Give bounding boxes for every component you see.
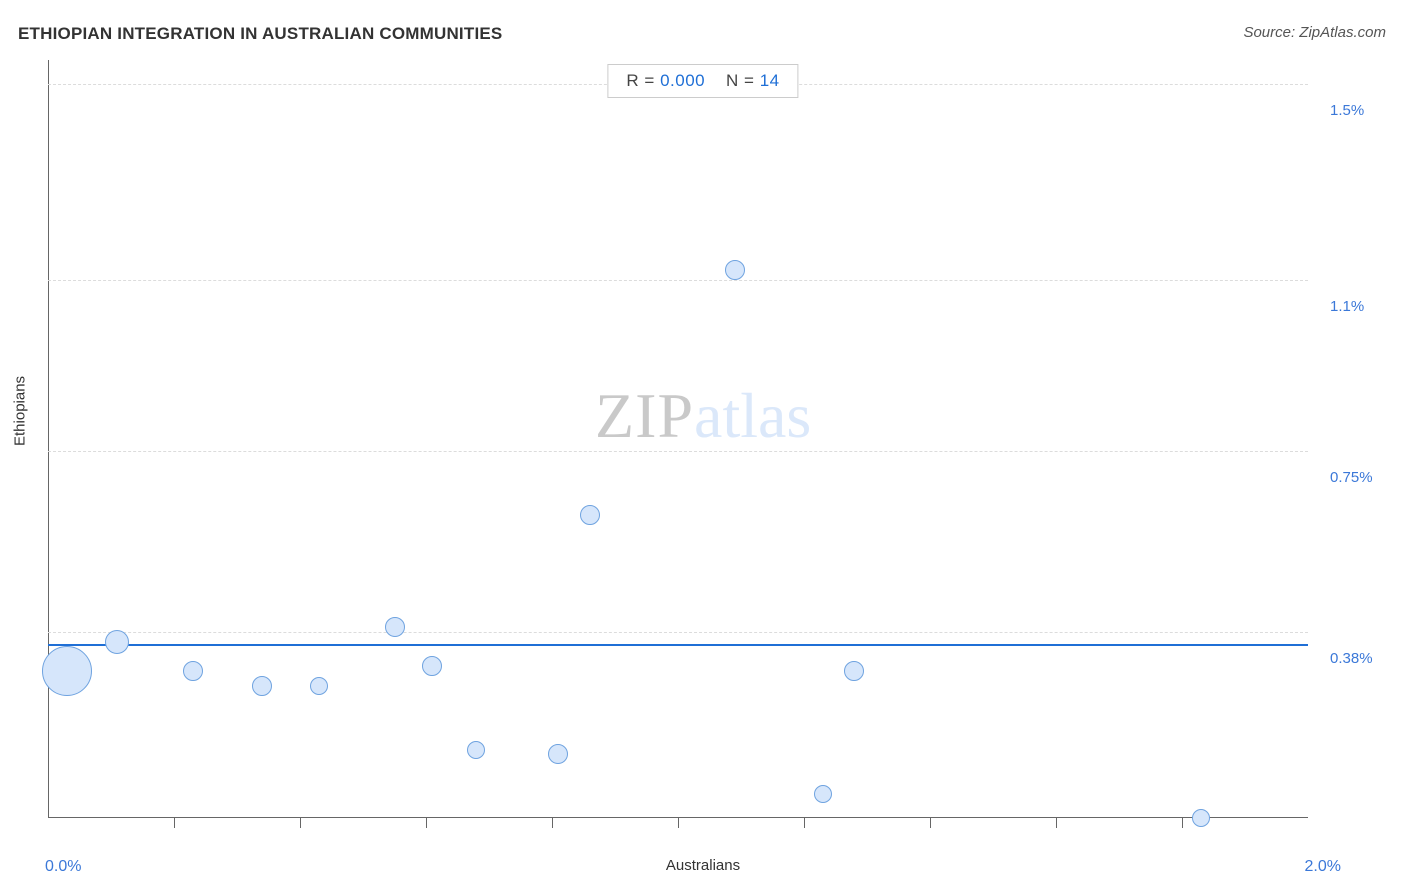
x-tick: [1182, 818, 1183, 828]
x-tick: [552, 818, 553, 828]
x-axis-max-label: 2.0%: [1305, 858, 1341, 876]
watermark-atlas: atlas: [694, 380, 811, 451]
y-gridline: [48, 280, 1308, 281]
x-tick: [300, 818, 301, 828]
data-point: [310, 677, 328, 695]
data-point: [467, 741, 485, 759]
y-axis-title: Ethiopians: [12, 376, 29, 446]
y-tick-label: 1.1%: [1330, 298, 1364, 315]
data-point: [844, 661, 864, 681]
x-tick: [1056, 818, 1057, 828]
data-point: [385, 617, 405, 637]
source-attribution: Source: ZipAtlas.com: [1243, 24, 1386, 41]
stats-box: R = 0.000 N = 14: [607, 64, 798, 98]
x-tick: [678, 818, 679, 828]
data-point: [42, 646, 92, 696]
trend-line: [48, 644, 1308, 646]
data-point: [580, 505, 600, 525]
stat-r-value: 0.000: [660, 71, 705, 90]
stat-n-value: 14: [760, 71, 780, 90]
x-tick: [804, 818, 805, 828]
chart-page: ETHIOPIAN INTEGRATION IN AUSTRALIAN COMM…: [0, 0, 1406, 892]
x-tick: [174, 818, 175, 828]
watermark: ZIPatlas: [595, 379, 811, 453]
data-point: [252, 676, 272, 696]
y-tick-label: 1.5%: [1330, 102, 1364, 119]
x-tick: [930, 818, 931, 828]
data-point: [725, 260, 745, 280]
y-tick-label: 0.75%: [1330, 469, 1373, 486]
watermark-zip: ZIP: [595, 380, 694, 451]
data-point: [814, 785, 832, 803]
data-point: [1192, 809, 1210, 827]
y-gridline: [48, 632, 1308, 633]
data-point: [105, 630, 129, 654]
x-axis-title: Australians: [666, 857, 740, 874]
stat-r-label: R =: [626, 71, 654, 90]
x-tick: [426, 818, 427, 828]
data-point: [548, 744, 568, 764]
stat-n-label: N =: [726, 71, 754, 90]
y-gridline: [48, 451, 1308, 452]
data-point: [422, 656, 442, 676]
data-point: [183, 661, 203, 681]
y-tick-label: 0.38%: [1330, 650, 1373, 667]
x-axis-min-label: 0.0%: [45, 858, 81, 876]
y-axis-line: [48, 60, 49, 818]
chart-title: ETHIOPIAN INTEGRATION IN AUSTRALIAN COMM…: [18, 24, 502, 44]
scatter-plot-area: ZIPatlas: [48, 60, 1308, 818]
